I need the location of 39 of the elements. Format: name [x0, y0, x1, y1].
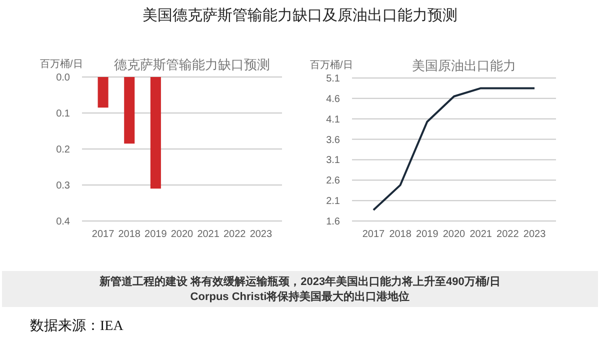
y-tick-label: 0.0 [56, 72, 70, 84]
y-tick-label: 0.4 [56, 216, 70, 228]
bar [124, 77, 135, 144]
x-tick-label: 2022 [224, 229, 246, 240]
x-tick-label: 2017 [362, 229, 386, 240]
x-tick-label: 2021 [470, 229, 492, 240]
x-tick-label: 2020 [170, 229, 194, 240]
chart-title: 德克萨斯管输能力缺口预测 [114, 57, 270, 72]
text: Corpus Christi将保持美国最大的出口港地位 [190, 290, 410, 303]
y-axis-title: 百万桶/日 [310, 59, 353, 71]
y-tick-label: 4.1 [326, 114, 340, 126]
text: 新管道工程的建设 将有效缓解运输瓶颈，2023年美国出口能力将上升至490万桶/日 [98, 275, 500, 288]
x-tick-label: 2017 [92, 229, 115, 240]
source-note: 数据来源：IEA [30, 318, 124, 334]
y-tick-label: 3.1 [326, 155, 340, 166]
y-tick-label: 4.6 [326, 94, 340, 105]
chart-title: 美国原油出口能力 [412, 58, 516, 73]
x-tick-label: 2019 [416, 229, 439, 240]
x-tick-label: 2018 [118, 229, 141, 240]
y-tick-label: 0.1 [56, 108, 70, 120]
y-tick-label: 0.3 [56, 180, 70, 192]
x-tick-label: 2019 [144, 229, 168, 240]
y-tick-label: 2.6 [326, 176, 340, 187]
x-tick-label: 2020 [442, 229, 466, 240]
x-tick-label: 2018 [389, 229, 412, 240]
bar [98, 77, 108, 108]
y-tick-label: 0.2 [56, 144, 70, 156]
y-tick-label: 5.1 [326, 74, 340, 84]
y-axis-title: 百万桶/日 [40, 58, 83, 70]
text: 美国德克萨斯管输能力缺口及原油出口能力预测 [142, 7, 458, 24]
x-tick-label: 2023 [523, 229, 546, 240]
x-tick-label: 2021 [197, 229, 220, 240]
y-tick-label: 3.6 [326, 134, 340, 146]
x-tick-label: 2022 [496, 229, 520, 240]
y-tick-label: 1.6 [326, 216, 340, 228]
line-series [372, 87, 536, 211]
bar [150, 77, 161, 189]
x-tick-label: 2023 [250, 229, 273, 240]
y-tick-label: 2.1 [326, 196, 340, 208]
